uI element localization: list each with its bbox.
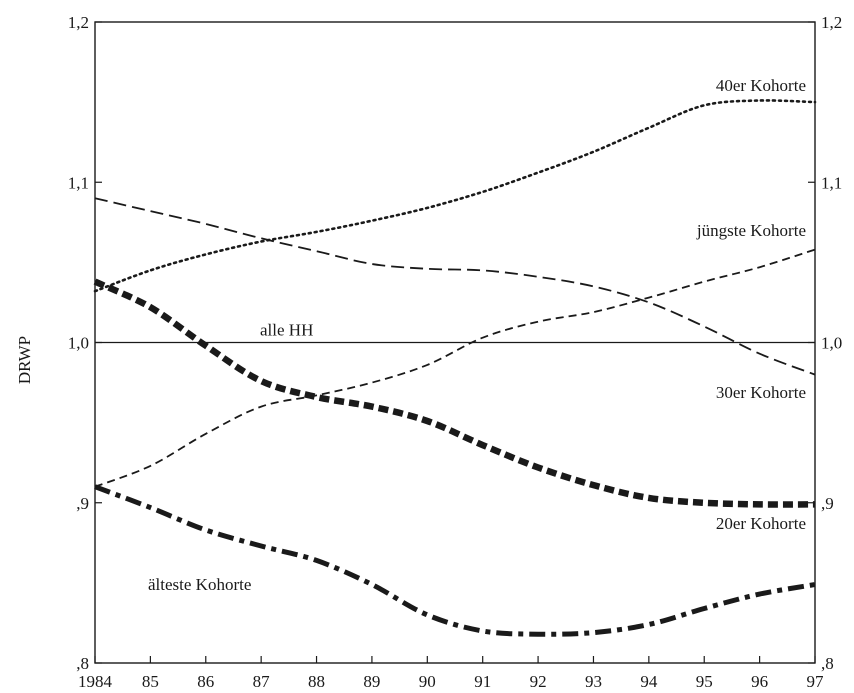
series-line-lteste-kohorte — [94, 484, 816, 637]
x-tick-label: 93 — [585, 672, 602, 691]
y-tick-label-left: ,8 — [76, 654, 89, 673]
y-tick-label-right: 1,1 — [821, 173, 842, 192]
x-tick-label: 88 — [308, 672, 325, 691]
x-tick-label: 90 — [419, 672, 436, 691]
series-label: 20er Kohorte — [716, 514, 806, 533]
x-tick-label: 92 — [530, 672, 547, 691]
reference-line-label: alle HH — [260, 321, 313, 340]
x-tick-label: 94 — [640, 672, 658, 691]
x-tick-label: 85 — [142, 672, 159, 691]
x-tick-label: 89 — [363, 672, 380, 691]
y-tick-label-right: 1,0 — [821, 334, 842, 353]
series-label: älteste Kohorte — [148, 575, 251, 594]
y-axis-title: DRWP — [15, 336, 34, 384]
y-tick-label-left: 1,0 — [68, 334, 89, 353]
x-tick-label: 96 — [751, 672, 768, 691]
x-tick-label: 87 — [253, 672, 271, 691]
y-tick-label-left: 1,1 — [68, 173, 89, 192]
x-tick-label: 1984 — [78, 672, 113, 691]
y-tick-label-left: 1,2 — [68, 13, 89, 32]
y-tick-label-right: 1,2 — [821, 13, 842, 32]
series-layer — [93, 99, 817, 637]
x-tick-label: 91 — [474, 672, 491, 691]
x-tick-label: 97 — [807, 672, 825, 691]
series-line-40er-kohorte — [93, 99, 817, 293]
x-tick-label: 95 — [696, 672, 713, 691]
y-tick-label-left: ,9 — [76, 494, 89, 513]
series-label: jüngste Kohorte — [696, 221, 806, 240]
y-tick-label-right: ,8 — [821, 654, 834, 673]
series-line-j-ngste-kohorte — [94, 248, 816, 488]
series-label: 40er Kohorte — [716, 76, 806, 95]
x-tick-label: 86 — [197, 672, 214, 691]
axes-layer: ,8 ,8 ,9 ,9 1,0 1,0 1,1 1,1 1,2 1,2 1984 85 86 87 88 89… — [68, 13, 843, 691]
y-tick-label-right: ,9 — [821, 494, 834, 513]
series-line-30er-kohorte — [94, 197, 816, 376]
series-line-20er-kohorte — [93, 278, 816, 508]
series-label: 30er Kohorte — [716, 383, 806, 402]
